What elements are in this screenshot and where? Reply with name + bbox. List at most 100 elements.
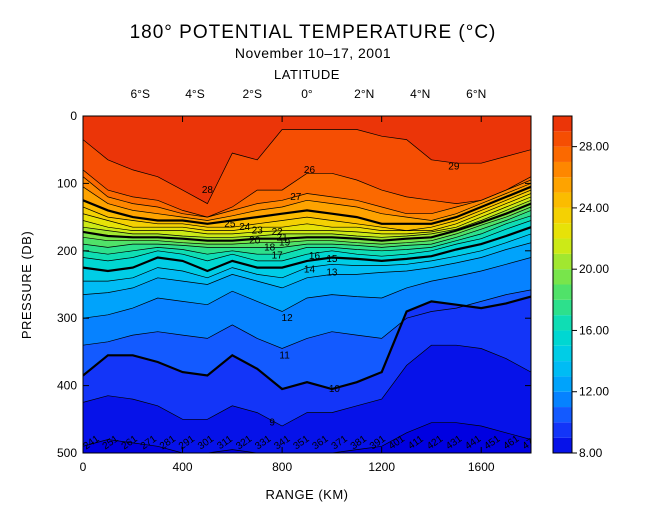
isotherm-13: [83, 242, 531, 295]
colorbar-swatch: [553, 223, 572, 239]
colorbar: 8.00 12.00 16.00 20.00 24.00 28.00: [552, 115, 609, 460]
isotherm-15: [83, 226, 531, 273]
contour-label-10: 10: [329, 384, 341, 395]
colorbar-swatch: [553, 253, 572, 270]
x-tick-label: 1600: [468, 460, 495, 474]
isotherm-8: [83, 422, 531, 453]
y-tick-label: 0: [70, 109, 77, 123]
colorbar-swatch: [553, 161, 572, 178]
colorbar-swatch: [553, 407, 572, 423]
colorbar-tick-label: 16.00: [579, 323, 609, 337]
isotherm-28: [83, 169, 531, 218]
contour-label-19: 19: [279, 238, 291, 249]
colorbar-swatch: [553, 330, 572, 346]
contour-label-28: 28: [202, 185, 214, 196]
contour-label-25: 25: [224, 219, 236, 230]
contour-label-15: 15: [326, 254, 338, 265]
latitude-tick-label: 4°S: [185, 87, 204, 101]
latitude-tick-label: 2°S: [243, 87, 262, 101]
isotherm-16: [83, 220, 531, 262]
colorbar-frame: [552, 115, 573, 454]
contour-label-12: 12: [282, 313, 294, 324]
x-tick-label: 1200: [368, 460, 395, 474]
plot-frame: [82, 115, 532, 454]
contour-label-14: 14: [304, 265, 316, 276]
isotherm-17: [83, 215, 531, 255]
chart-title: 180° POTENTIAL TEMPERATURE (°C): [130, 22, 497, 43]
band-below-9: [83, 345, 531, 453]
contour-label-18: 18: [264, 242, 276, 253]
latitude-tick-label: 0°: [301, 87, 313, 101]
contour-label-16: 16: [309, 251, 321, 262]
colorbar-swatch: [553, 315, 572, 331]
isotherm-12: [83, 257, 531, 319]
colorbar-swatch: [553, 437, 572, 453]
contour-label-22: 22: [272, 227, 284, 238]
station-label: 471: [521, 433, 541, 452]
colorbar-tick-label: 20.00: [579, 262, 609, 276]
contour-label-17: 17: [272, 251, 284, 262]
y-tick-label: 200: [57, 244, 77, 258]
y-tick-label: 500: [57, 446, 77, 460]
x-tick-label: 400: [173, 460, 193, 474]
colorbar-tick-label: 28.00: [579, 140, 609, 154]
isotherm-9: [83, 344, 531, 427]
y-tick-label: 100: [57, 176, 77, 190]
isotherm-10: [83, 295, 531, 391]
isotherm-26: [83, 183, 531, 221]
colorbar-swatch: [553, 345, 572, 362]
colorbar-swatch: [553, 238, 572, 254]
colorbar-swatch: [553, 422, 572, 438]
colorbar-swatch: [553, 192, 572, 208]
chart-subtitle: November 10–17, 2001: [235, 45, 391, 61]
isotherm-21: [83, 199, 531, 238]
x-axis-title: RANGE (KM): [266, 487, 349, 502]
colorbar-tick-label: 24.00: [579, 201, 609, 215]
contour-label-21: 21: [277, 232, 289, 243]
colorbar-swatch: [553, 177, 572, 193]
colorbar-tick-label: 12.00: [579, 385, 609, 399]
y-tick-label: 400: [57, 379, 77, 393]
contour-label-20: 20: [249, 236, 261, 247]
colorbar-swatch: [553, 207, 572, 224]
contour-label-29: 29: [448, 162, 460, 173]
isotherm-23: [83, 193, 531, 231]
contour-label-11: 11: [279, 350, 290, 361]
colorbar-swatch: [553, 131, 572, 147]
colorbar-swatch: [553, 116, 572, 132]
contour-label-26: 26: [304, 165, 316, 176]
plot-area: [83, 116, 531, 453]
contour-label-9: 9: [269, 418, 275, 429]
isotherm-22: [83, 196, 531, 235]
y-tick-label: 300: [57, 311, 77, 325]
latitude-tick-label: 2°N: [354, 87, 374, 101]
latitude-tick-label: 6°S: [131, 87, 150, 101]
colorbar-swatch: [553, 361, 572, 377]
isotherm-20: [83, 202, 531, 242]
colorbar-swatch: [553, 376, 572, 392]
colorbar-swatch: [553, 269, 572, 285]
isotherm-18: [83, 210, 531, 248]
band-below-8: [83, 422, 531, 453]
colorbar-swatch: [553, 284, 572, 300]
contour-label-23: 23: [252, 226, 264, 237]
colorbar-swatch: [553, 146, 572, 162]
top-axis-label: LATITUDE: [274, 67, 340, 82]
x-tick-label: 800: [272, 460, 292, 474]
colorbar-swatch: [553, 391, 572, 408]
colorbar-tick-label: 8.00: [579, 446, 603, 460]
isotherm-11: [83, 289, 531, 349]
latitude-tick-label: 4°N: [410, 87, 430, 101]
isotherm-19: [83, 206, 531, 245]
y-axis-title: PRESSURE (DB): [19, 231, 34, 339]
isotherm-27: [83, 176, 531, 218]
isotherm-24: [83, 189, 531, 231]
contour-label-27: 27: [290, 192, 302, 203]
axes: 0 400 800 1200 1600 0 100 200 300 400 500 6°S 4°S 2°S…: [57, 87, 531, 474]
isotherm-25: [83, 185, 531, 225]
isotherm-14: [83, 233, 531, 282]
latitude-tick-label: 6°N: [466, 87, 486, 101]
x-tick-label: 0: [80, 460, 87, 474]
